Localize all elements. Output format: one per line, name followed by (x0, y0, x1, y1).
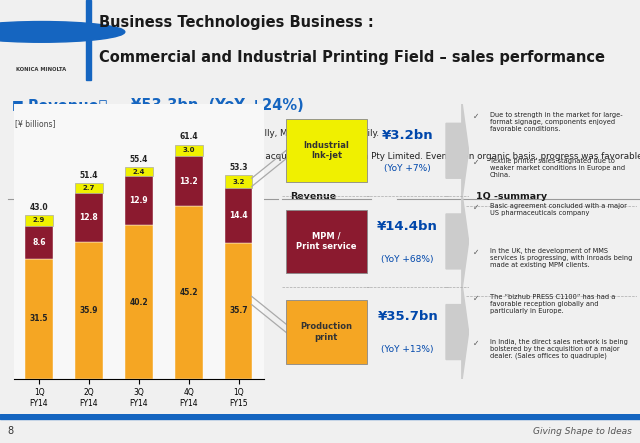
Bar (0, 414, 640, 420)
Bar (225, 188, 252, 243)
Text: Textile printer sales stagnated due to
weaker market conditions in Europe and
Ch: Textile printer sales stagnated due to w… (490, 158, 625, 178)
Text: 45.2: 45.2 (180, 288, 198, 297)
Bar (76, 183, 102, 193)
Text: In India, the direct sales network is being
bolstered by the acquisition of a ma: In India, the direct sales network is be… (490, 339, 628, 359)
Polygon shape (446, 192, 468, 291)
Text: Production
print: Production print (300, 323, 353, 342)
Text: ■: ■ (12, 98, 23, 111)
Bar (225, 243, 252, 379)
Text: ✓: ✓ (473, 203, 479, 212)
Text: 51.4: 51.4 (80, 171, 98, 180)
Text: In the UK, the development of MMS
services is progressing, with inroads being
ma: In the UK, the development of MMS servic… (490, 249, 632, 268)
Bar (125, 176, 152, 225)
Text: 55.4: 55.4 (130, 155, 148, 164)
Text: Revenue：: Revenue： (28, 98, 108, 113)
Text: Basic agreement concluded with a major
US pharmaceuticals company: Basic agreement concluded with a major U… (490, 203, 627, 216)
Bar (26, 259, 52, 379)
Bar (125, 225, 152, 379)
Text: Revenue: Revenue (291, 192, 337, 201)
Text: 12.8: 12.8 (79, 213, 99, 222)
Text: 1Q -summary: 1Q -summary (476, 192, 548, 201)
Text: (YoY +7%): (YoY +7%) (384, 164, 431, 173)
Text: 3.2: 3.2 (232, 179, 245, 185)
Text: ¥53.3bn  (YoY +24%): ¥53.3bn (YoY +24%) (131, 98, 304, 113)
Polygon shape (446, 283, 468, 381)
Text: Due to strength in the market for large-
format signage, components enjoyed
favo: Due to strength in the market for large-… (490, 113, 623, 132)
Bar (225, 175, 252, 188)
Text: ✓: ✓ (473, 113, 479, 121)
Text: MPM/print services increased significantly due to the acquisition of Ergo Asia P: MPM/print services increased significant… (31, 152, 640, 161)
Bar (286, 300, 367, 364)
Text: 8: 8 (8, 427, 14, 436)
Bar (86, 0, 91, 80)
Bar (125, 167, 152, 176)
Bar (175, 156, 202, 206)
Text: 12.9: 12.9 (129, 196, 148, 205)
Text: (YoY +13%): (YoY +13%) (381, 346, 434, 354)
Text: The “bizhub PRESS C1100” has had a
favorable reception globally and
particularly: The “bizhub PRESS C1100” has had a favor… (490, 294, 615, 314)
Text: 3.0: 3.0 (182, 147, 195, 153)
Text: 43.0: 43.0 (29, 203, 49, 212)
Text: Business Technologies Business :: Business Technologies Business : (99, 15, 374, 30)
Text: 2.9: 2.9 (33, 217, 45, 223)
Text: 40.2: 40.2 (129, 298, 148, 307)
Text: ✓: ✓ (473, 249, 479, 257)
Text: ➤: ➤ (14, 152, 22, 161)
Text: Giving Shape to Ideas: Giving Shape to Ideas (534, 427, 632, 436)
Bar (26, 215, 52, 226)
Circle shape (0, 22, 125, 42)
Text: 8.6: 8.6 (32, 238, 46, 247)
Text: (YoY +68%): (YoY +68%) (381, 255, 434, 264)
Text: ¥3.2bn: ¥3.2bn (382, 129, 433, 142)
Text: MPM /
Print service: MPM / Print service (296, 232, 356, 251)
Text: 35.7: 35.7 (229, 306, 248, 315)
Text: ¥14.4bn: ¥14.4bn (377, 220, 438, 233)
Text: 2.7: 2.7 (83, 185, 95, 191)
Text: KONICA MINOLTA: KONICA MINOLTA (17, 67, 67, 72)
Bar (26, 226, 52, 259)
Text: 31.5: 31.5 (30, 314, 48, 323)
Text: ✓: ✓ (473, 294, 479, 303)
Bar (286, 119, 367, 183)
Bar (175, 206, 202, 379)
Text: ¥35.7bn: ¥35.7bn (378, 311, 438, 323)
Text: 53.3: 53.3 (230, 163, 248, 172)
Bar (175, 144, 202, 156)
Text: 14.4: 14.4 (229, 210, 248, 220)
Text: Industrial
Ink-jet: Industrial Ink-jet (303, 141, 349, 160)
Bar (76, 242, 102, 379)
Text: [¥ billions]: [¥ billions] (15, 119, 56, 128)
Bar (76, 193, 102, 242)
Text: 61.4: 61.4 (179, 132, 198, 141)
Polygon shape (446, 101, 468, 200)
Text: 13.2: 13.2 (179, 177, 198, 186)
Text: ✓: ✓ (473, 339, 479, 348)
Text: 2.4: 2.4 (132, 169, 145, 175)
Text: Due to favorable sales of flagship color models globally, MIF increased steadily: Due to favorable sales of flagship color… (31, 129, 379, 138)
Text: 35.9: 35.9 (80, 306, 98, 315)
Text: Commercial and Industrial Printing Field – sales performance: Commercial and Industrial Printing Field… (99, 50, 605, 65)
Text: ✓: ✓ (473, 158, 479, 167)
Bar (286, 210, 367, 273)
Text: Quarterly Revenue Transition: Quarterly Revenue Transition (18, 192, 175, 201)
Text: ➤: ➤ (14, 129, 22, 138)
